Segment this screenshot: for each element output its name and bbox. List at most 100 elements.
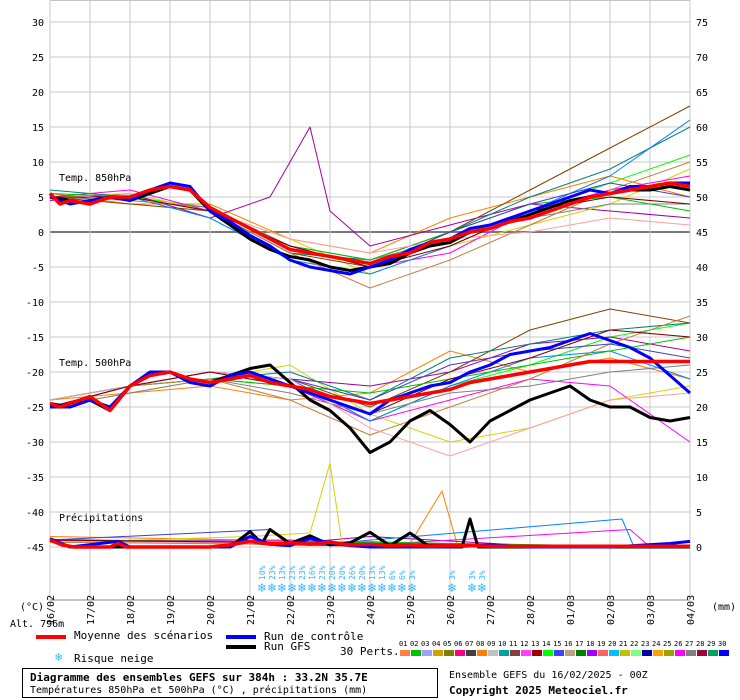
snow-pct-label: 3% [478, 570, 487, 580]
right-tick-label: 20 [696, 403, 708, 414]
gfs-swatch [226, 645, 256, 649]
pert-swatch [433, 650, 443, 656]
pert-swatch [455, 650, 465, 656]
pert-number: 21 [619, 640, 628, 648]
x-tick-label: 23/02 [326, 595, 337, 625]
run-info: Ensemble GEFS du 16/02/2025 - 00Z [449, 670, 648, 681]
left-tick-label: 15 [32, 123, 44, 134]
pert-swatch [598, 650, 608, 656]
pert-number: 04 [432, 640, 441, 648]
x-tick-label: 19/02 [166, 595, 177, 625]
snow-pct-label: 16% [308, 565, 317, 580]
pert-number: 24 [652, 640, 661, 648]
left-tick-label: -10 [26, 298, 44, 309]
pert-number: 11 [509, 640, 518, 648]
pert-swatch [620, 650, 630, 656]
pert-swatch [708, 650, 718, 656]
right-tick-label: 35 [696, 298, 708, 309]
snow-pct-label: 13% [278, 565, 287, 580]
pert-number: 22 [630, 640, 639, 648]
snow-risk-row: 10%❄23%❄13%❄23%❄23%❄16%❄23%❄20%❄20%❄26%❄… [257, 565, 487, 595]
snowflake-icon: ❄ [55, 650, 63, 664]
left-tick-label: 25 [32, 53, 44, 64]
right-unit: (mm) [712, 602, 736, 613]
snowflake-icon: ❄ [387, 581, 397, 595]
snow-pct-label: 3% [408, 570, 417, 580]
x-tick-label: 17/02 [86, 595, 97, 625]
pert-swatch [532, 650, 542, 656]
series-t850-line [48, 181, 691, 266]
left-tick-label: 5 [38, 193, 44, 204]
snowflake-icon: ❄ [397, 581, 407, 595]
snow-pct-label: 3% [448, 570, 457, 580]
x-tick-label: 27/02 [486, 595, 497, 625]
member-t850-line [50, 119, 691, 275]
snow-pct-label: 10% [258, 565, 267, 580]
snowflake-icon: ❄ [267, 581, 277, 595]
right-tick-label: 75 [696, 18, 708, 29]
left-axis-ticks: 30 25 20 15 10 5 0 -5 -10 -15 -20 -25 -30 -35 -40 -45 [26, 18, 44, 554]
copyright: Copyright 2025 Meteociel.fr [449, 684, 628, 697]
left-tick-label: -5 [32, 263, 44, 274]
pert-number: 18 [586, 640, 595, 648]
member-t500-line [49, 315, 691, 436]
pert-swatch [543, 650, 553, 656]
footer-box [22, 668, 438, 698]
control-swatch [226, 635, 256, 639]
pert-swatch [477, 650, 487, 656]
right-tick-label: 70 [696, 53, 708, 64]
label-t850: Temp. 850hPa [59, 173, 131, 184]
x-tick-label: 16/02 [46, 595, 57, 625]
x-tick-label: 22/02 [286, 595, 297, 625]
pert-swatch [521, 650, 531, 656]
series-precip-line [49, 538, 690, 549]
right-tick-label: 30 [696, 333, 708, 344]
snow-pct-label: 13% [378, 565, 387, 580]
label-precip: Précipitations [59, 512, 143, 524]
pert-number: 09 [487, 640, 496, 648]
pert-number: 10 [498, 640, 507, 648]
pert-number: 20 [608, 640, 617, 648]
snow-pct-label: 20% [358, 565, 367, 580]
right-tick-label: 60 [696, 123, 708, 134]
pert-swatch [411, 650, 421, 656]
snow-pct-label: 20% [328, 565, 337, 580]
pert-swatch [587, 650, 597, 656]
snow-pct-label: 23% [268, 565, 277, 580]
right-tick-label: 5 [696, 508, 702, 519]
main-series [48, 181, 691, 549]
left-tick-label: -40 [26, 508, 44, 519]
footer-subtitle: Températures 850hPa et 500hPa (°C) , pré… [30, 685, 368, 696]
pert-swatch [488, 650, 498, 656]
series-t500-line [50, 332, 691, 416]
x-tick-label: 01/03 [566, 595, 577, 625]
snowflake-icon: ❄ [277, 581, 287, 595]
x-tick-label: 21/02 [246, 595, 257, 625]
left-tick-label: -15 [26, 333, 44, 344]
pert-number: 27 [685, 640, 694, 648]
pert-number: 12 [520, 640, 529, 648]
right-tick-label: 55 [696, 158, 708, 169]
snowflake-icon: ❄ [407, 581, 417, 595]
x-tick-label: 26/02 [446, 595, 457, 625]
pert-swatch [609, 650, 619, 656]
control-legend-label: Run de contrôle [264, 630, 364, 643]
snowflake-icon: ❄ [367, 581, 377, 595]
left-tick-label: -25 [26, 403, 44, 414]
pert-number: 23 [641, 640, 650, 648]
left-tick-label: -35 [26, 473, 44, 484]
x-tick-label: 04/03 [686, 595, 697, 625]
snowflake-icon: ❄ [257, 581, 267, 595]
x-axis-ticks: 16/02 17/02 18/02 19/02 20/02 21/02 22/02 23/02… [46, 595, 697, 625]
pert-swatch [499, 650, 509, 656]
pert-number: 13 [531, 640, 540, 648]
right-tick-label: 65 [696, 88, 708, 99]
pert-number: 03 [421, 640, 430, 648]
footer-title: Diagramme des ensembles GEFS sur 384h : … [30, 671, 368, 684]
pert-number: 07 [465, 640, 474, 648]
pert-swatch [686, 650, 696, 656]
pert-number: 15 [553, 640, 562, 648]
left-tick-label: 20 [32, 88, 44, 99]
